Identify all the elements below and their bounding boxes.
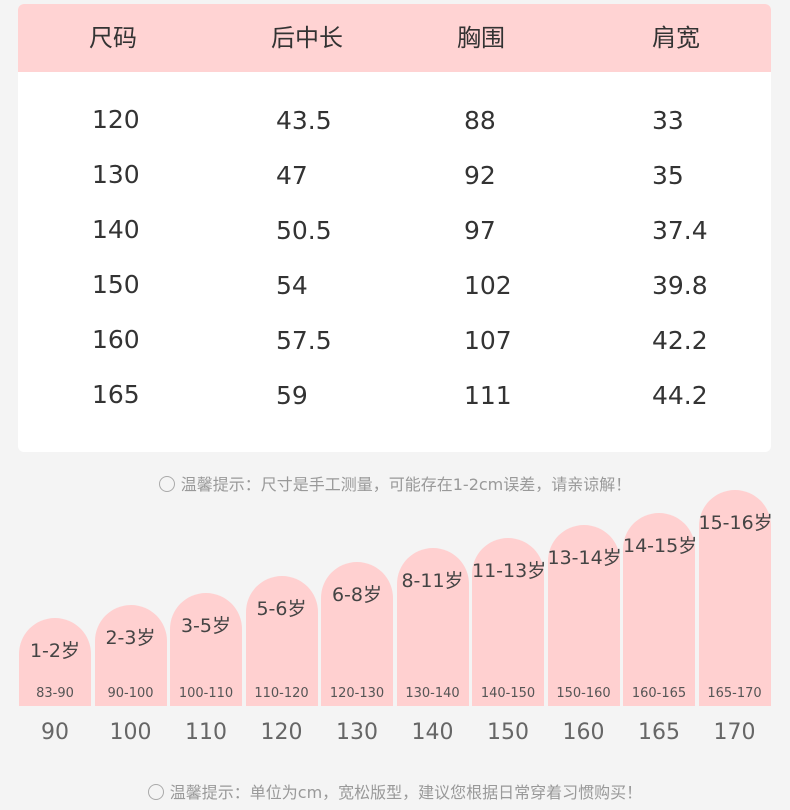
range-label: 165-170 <box>707 686 762 701</box>
height-label: 140 <box>411 720 454 745</box>
age-label: 14-15岁 <box>623 535 698 557</box>
header-cell: 肩宽 <box>652 24 700 52</box>
range-label: 120-130 <box>329 686 385 701</box>
header-cell: 后中长 <box>271 24 343 52</box>
height-label: 110 <box>185 720 227 745</box>
table-cell: 37.4 <box>652 216 708 245</box>
height-label: 100 <box>109 720 152 745</box>
table-cell: 88 <box>464 106 496 135</box>
table-cell: 42.2 <box>652 326 708 355</box>
height-label: 90 <box>41 720 69 745</box>
height-label: 160 <box>562 720 605 745</box>
height-label: 120 <box>260 720 303 745</box>
range-label: 140-150 <box>480 686 536 701</box>
table-cell: 111 <box>464 381 512 410</box>
table-cell: 107 <box>464 326 512 355</box>
age-label: 15-16岁 <box>698 512 773 534</box>
table-cell: 97 <box>464 216 496 245</box>
table-cell: 140 <box>92 215 140 244</box>
tip: 温馨提示：尺寸是手工测量，可能存在1-2cm误差，请亲谅解！ <box>0 471 790 495</box>
table-cell: 39.8 <box>652 271 708 300</box>
height-label: 130 <box>336 720 378 745</box>
age-label: 1-2岁 <box>29 640 81 662</box>
table-cell: 43.5 <box>276 106 332 135</box>
range-label: 130-140 <box>405 686 460 701</box>
age-label: 5-6岁 <box>256 598 307 620</box>
table-cell: 57.5 <box>276 326 332 355</box>
size-table: 尺码 后中长 胸围 肩宽 120 43.5 88 33 130 47 92 35 140 50.5 97 3… <box>18 4 771 452</box>
table-cell: 102 <box>464 271 512 300</box>
table-cell: 130 <box>92 160 140 189</box>
height-label: 165 <box>638 720 680 745</box>
table-cell: 50.5 <box>276 216 332 245</box>
size-bar: 6-8岁 120-130 <box>321 562 393 706</box>
tip: 温馨提示：单位为cm，宽松版型，建议您根据日常穿着习惯购买！ <box>0 779 790 803</box>
table-header: 尺码 后中长 胸围 肩宽 <box>18 4 771 72</box>
table-cell: 160 <box>92 325 140 354</box>
table-cell: 35 <box>652 161 684 190</box>
table-cell: 165 <box>92 380 140 409</box>
header-cell: 尺码 <box>89 24 137 52</box>
range-label: 110-120 <box>254 686 309 701</box>
size-bar: 8-11岁 130-140 <box>396 548 469 706</box>
table-cell: 44.2 <box>652 381 708 410</box>
size-bar: 5-6岁 110-120 <box>245 576 318 706</box>
range-label: 100-110 <box>178 686 234 701</box>
table-cell: 92 <box>464 161 496 190</box>
age-label: 11-13岁 <box>472 560 547 582</box>
age-label: 6-8岁 <box>331 584 383 606</box>
size-bar: 13-14岁 150-160 <box>547 525 622 706</box>
height-label: 150 <box>487 720 529 745</box>
height-label: 170 <box>713 720 756 745</box>
header-cell: 胸围 <box>457 24 505 52</box>
range-label: 90-100 <box>107 686 154 701</box>
table-cell: 120 <box>92 105 140 134</box>
smile-icon <box>158 476 175 492</box>
age-label: 2-3岁 <box>105 627 156 649</box>
smile-icon <box>147 784 164 800</box>
table-cell: 150 <box>92 270 140 299</box>
range-label: 83-90 <box>36 686 74 701</box>
age-label: 3-5岁 <box>180 615 232 637</box>
table-cell: 33 <box>652 106 684 135</box>
range-label: 160-165 <box>631 686 687 701</box>
tip-text: 温馨提示：单位为cm，宽松版型，建议您根据日常穿着习惯购买！ <box>169 783 643 802</box>
size-bar: 11-13岁 140-150 <box>472 538 547 706</box>
size-bar: 15-16岁 165-170 <box>698 490 773 706</box>
size-bar: 3-5岁 100-110 <box>170 593 242 706</box>
tip-text: 温馨提示：尺寸是手工测量，可能存在1-2cm误差，请亲谅解！ <box>180 475 632 494</box>
size-bar: 1-2岁 83-90 <box>19 618 91 706</box>
table-cell: 47 <box>276 161 308 190</box>
age-label: 8-11岁 <box>401 570 464 592</box>
age-label: 13-14岁 <box>547 547 622 569</box>
size-bar: 14-15岁 160-165 <box>623 513 698 706</box>
range-label: 150-160 <box>556 686 611 701</box>
table-cell: 54 <box>276 271 308 300</box>
table-cell: 59 <box>276 381 308 410</box>
size-bar: 2-3岁 90-100 <box>94 605 167 706</box>
